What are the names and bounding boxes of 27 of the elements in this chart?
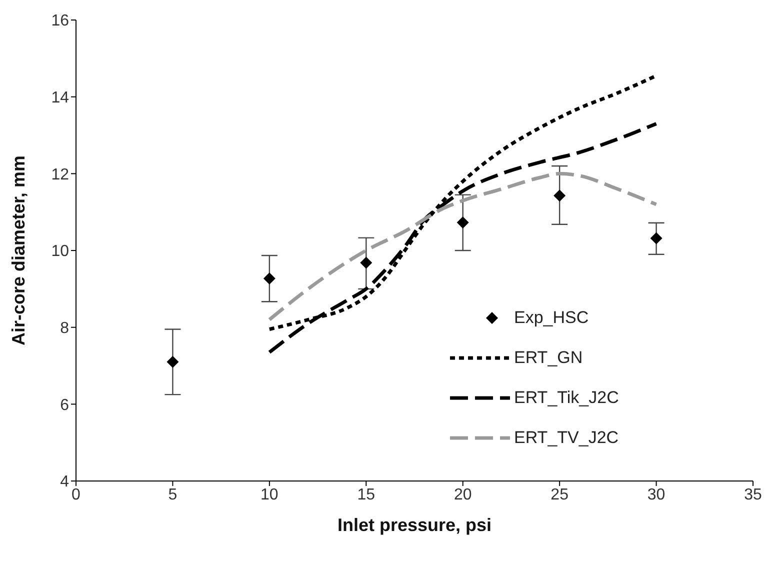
x-tick-label: 35 [744, 486, 762, 504]
point [456, 216, 469, 228]
point [263, 272, 276, 285]
x-axis-title: Inlet pressure, psi [337, 515, 492, 535]
legend-label: ERT_Tik_J2C [514, 388, 619, 408]
x-tick-label: 25 [550, 486, 569, 504]
x-tick-label: 5 [168, 486, 178, 504]
x-tick-label: 10 [260, 486, 278, 504]
y-tick-label: 16 [51, 12, 70, 30]
y-tick-label: 14 [51, 90, 70, 107]
x-tick-label: 0 [72, 486, 81, 504]
x-tick-label: 15 [357, 486, 376, 504]
x-tick-label: 20 [454, 486, 472, 504]
point [650, 232, 662, 244]
legend-label: ERT_TV_J2C [514, 428, 619, 448]
y-tick-label: 6 [60, 396, 70, 414]
point [166, 356, 179, 368]
y-tick-label: 8 [60, 320, 70, 338]
legend-label: ERT_GN [514, 348, 583, 368]
x-tick-label: 30 [647, 486, 666, 504]
y-tick-label: 12 [51, 166, 70, 184]
y-axis-title: Air-core diameter, mm [8, 155, 28, 346]
y-tick-label: 4 [60, 474, 70, 491]
point [554, 190, 566, 202]
point [360, 256, 372, 269]
y-tick-label: 10 [51, 243, 70, 260]
legend-label: Exp_HSC [514, 308, 589, 328]
